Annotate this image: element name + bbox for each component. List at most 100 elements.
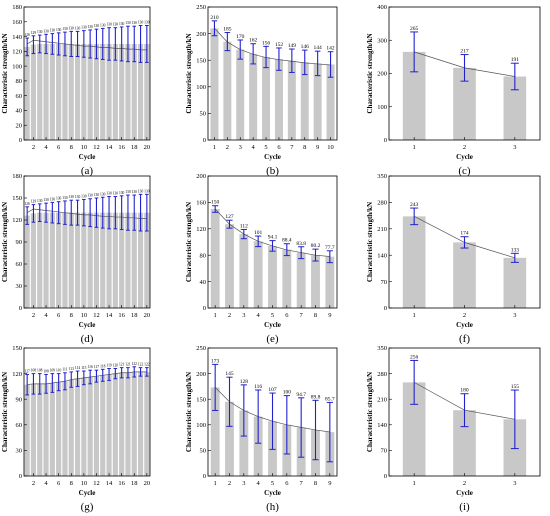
bar: [106, 212, 112, 308]
y-tick-label: 160: [196, 200, 206, 207]
bar: [56, 43, 62, 140]
y-tick-label: 250: [196, 4, 206, 11]
data-label: 108: [43, 369, 49, 373]
x-tick-label: 8: [303, 144, 306, 151]
data-label: 130: [87, 25, 93, 29]
x-tick-label: 18: [131, 480, 138, 487]
y-tick-label: 200: [196, 173, 206, 180]
data-label: 108: [37, 369, 43, 373]
data-label: 127: [225, 214, 234, 220]
y-axis-label: Characteristic strength/kN: [1, 202, 9, 282]
bar: [37, 43, 43, 140]
bar: [106, 374, 112, 476]
bar: [74, 212, 81, 308]
bar: [112, 373, 118, 476]
data-label: 144: [314, 45, 323, 51]
x-axis-label: Cycle: [79, 321, 96, 329]
y-tick-label: 80: [200, 252, 207, 259]
data-label: 107: [268, 387, 277, 393]
y-tick-label: 160: [12, 19, 22, 26]
y-tick-label: 350: [377, 345, 387, 352]
y-tick-label: 30: [16, 448, 23, 455]
x-tick-label: 18: [131, 144, 138, 151]
y-tick-label: 150: [12, 195, 22, 202]
x-tick-label: 6: [277, 144, 281, 151]
data-label: 180: [460, 388, 469, 394]
data-label: 111: [62, 368, 67, 372]
x-tick-label: 2: [463, 480, 466, 487]
bar: [125, 212, 131, 308]
data-label: 155: [511, 384, 520, 390]
fit-line: [26, 208, 147, 219]
y-tick-label: 0: [19, 473, 22, 480]
data-label: 120: [113, 363, 119, 367]
bar: [100, 43, 106, 140]
x-tick-label: 14: [106, 312, 113, 319]
y-tick-label: 40: [200, 279, 207, 286]
x-tick-label: 20: [144, 144, 151, 151]
x-tick-label: 1: [413, 480, 416, 487]
y-tick-label: 300: [377, 37, 387, 44]
data-label: 130: [100, 23, 106, 27]
panel-label: (e): [266, 333, 279, 345]
data-label: 210: [210, 15, 219, 21]
bar: [37, 212, 43, 308]
bar: [68, 212, 74, 308]
x-tick-label: 8: [314, 312, 317, 319]
bar: [402, 216, 426, 308]
y-tick-label: 80: [16, 78, 23, 85]
data-label: 130: [119, 22, 125, 26]
bar: [300, 62, 309, 140]
y-tick-label: 150: [196, 396, 206, 403]
panel-label: (b): [266, 165, 279, 177]
bar: [253, 241, 263, 308]
bar: [24, 46, 30, 140]
bar: [503, 257, 527, 308]
bar: [49, 382, 55, 476]
bar: [81, 43, 87, 140]
bar: [119, 43, 125, 140]
data-label: 110: [56, 369, 61, 373]
x-axis-label: Cycle: [79, 489, 96, 497]
x-tick-label: 2: [463, 312, 466, 319]
data-label: 152: [275, 42, 284, 48]
y-tick-label: 60: [16, 422, 23, 429]
data-label: 116: [254, 384, 262, 390]
x-tick-label: 1: [413, 144, 416, 151]
x-tick-label: 5: [271, 480, 274, 487]
x-tick-label: 3: [513, 312, 516, 319]
chart-panel-6: 243 174 133 0 70 140 210 280 350 1 2 3 Cycle Characte…: [366, 173, 541, 345]
bar: [81, 212, 87, 308]
data-label: 130: [81, 194, 87, 198]
y-tick-label: 210: [377, 396, 387, 403]
bar: [262, 57, 271, 141]
y-tick-label: 140: [12, 34, 22, 41]
x-axis-label: Cycle: [456, 489, 473, 497]
bar: [131, 212, 137, 308]
y-tick-label: 140: [377, 252, 387, 259]
panel-label: (i): [459, 501, 470, 513]
data-label: 156: [262, 40, 271, 46]
bar: [68, 379, 74, 476]
bar: [144, 43, 150, 140]
data-label: 217: [460, 49, 469, 55]
y-axis-label: Characteristic strength/kN: [366, 33, 374, 113]
data-label: 118: [100, 364, 105, 368]
y-tick-label: 0: [19, 305, 22, 312]
data-label: 127: [24, 369, 30, 373]
y-tick-label: 60: [16, 93, 23, 100]
y-tick-label: 100: [377, 104, 387, 111]
y-axis-label: Characteristic strength/kN: [366, 202, 374, 282]
data-label: 130: [100, 192, 106, 196]
bar: [137, 43, 144, 140]
y-tick-label: 0: [384, 137, 387, 144]
x-tick-label: 6: [285, 312, 289, 319]
data-label: 130: [119, 191, 125, 195]
bar: [268, 245, 277, 308]
bar: [74, 43, 81, 140]
x-tick-label: 10: [81, 312, 88, 319]
y-tick-label: 180: [12, 4, 22, 11]
data-label: 130: [125, 190, 131, 194]
x-tick-label: 3: [239, 144, 242, 151]
data-label: 130: [87, 194, 93, 198]
